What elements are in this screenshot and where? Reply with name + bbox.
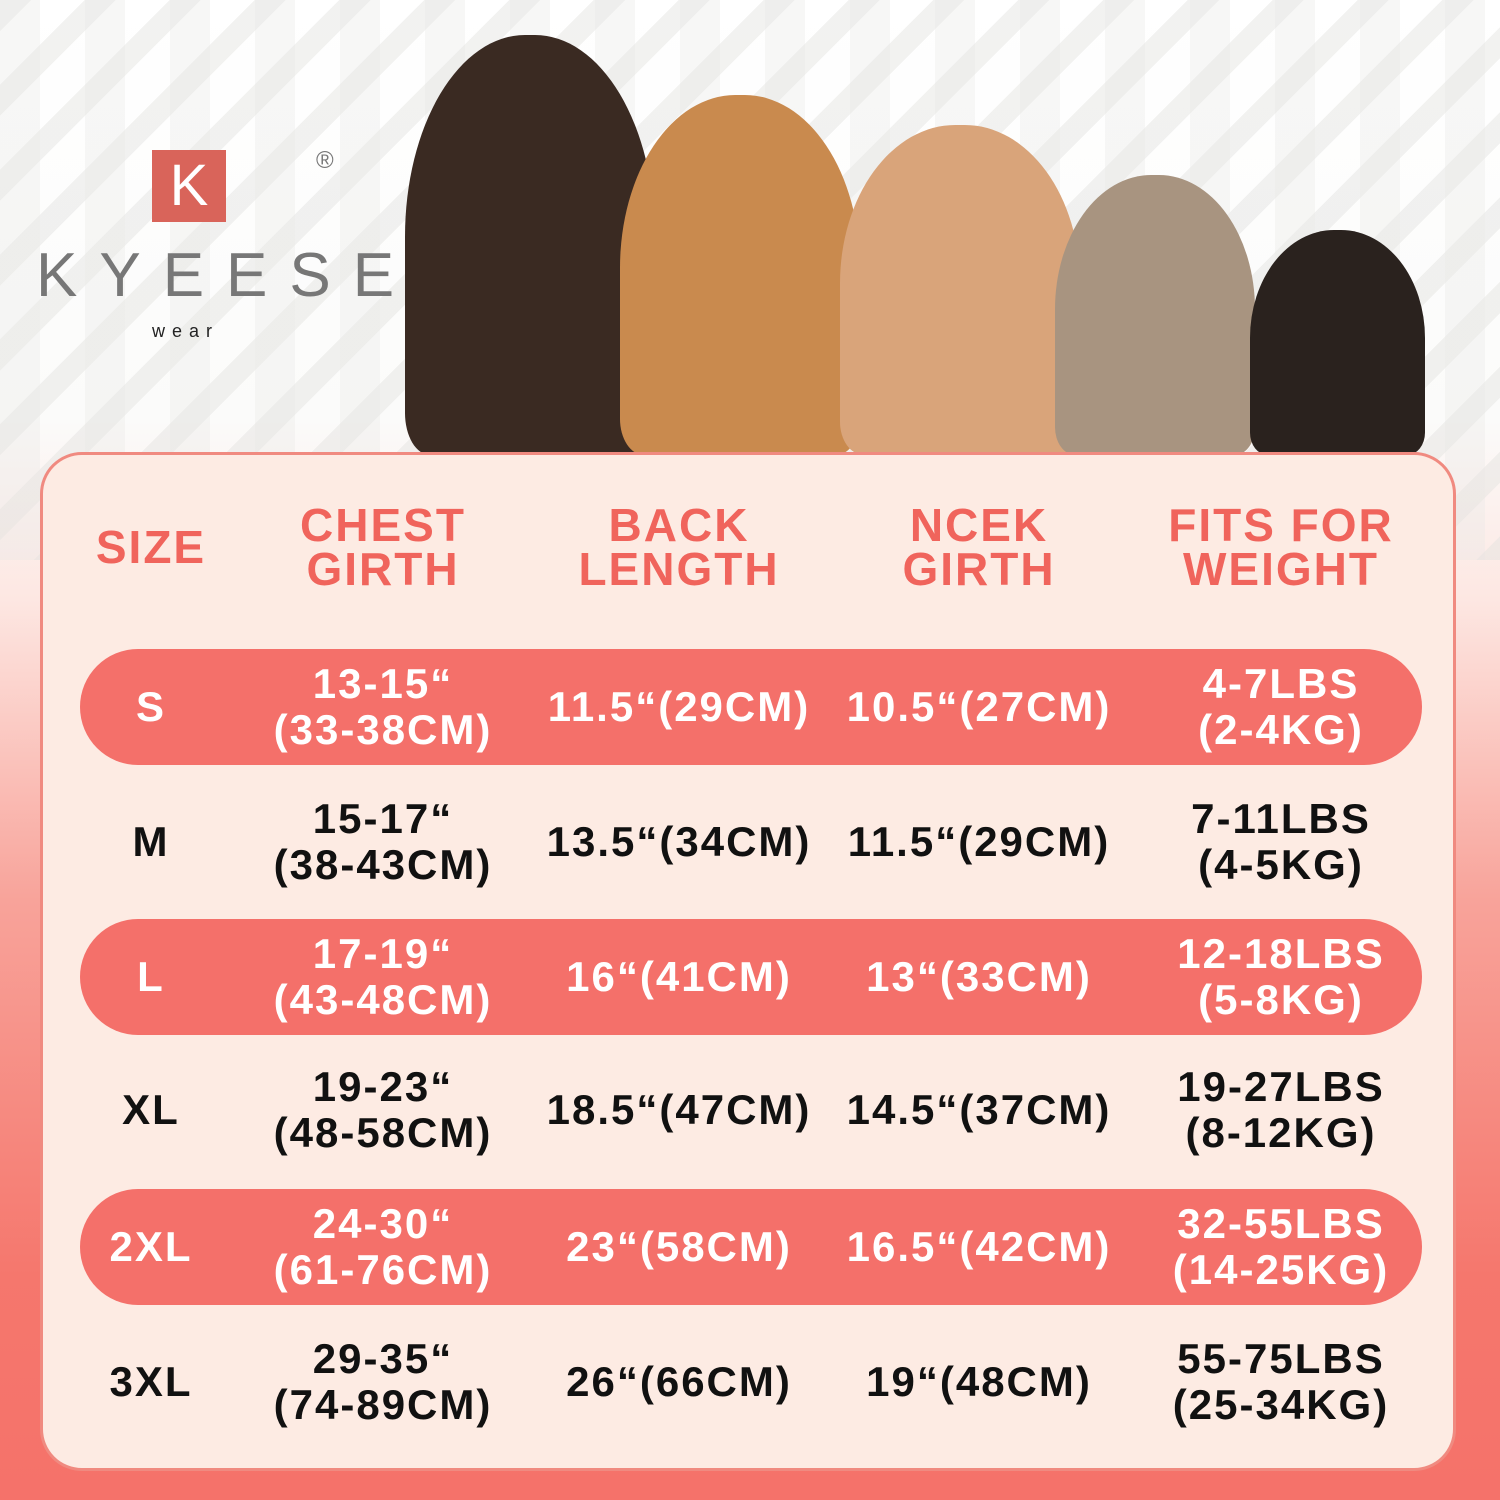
- cell-line: 55-75LBS: [1177, 1335, 1385, 1382]
- cell-back-length: 16“(41CM): [566, 953, 792, 1000]
- header-line: GIRTH: [902, 543, 1056, 595]
- table-row: L 17-19“ (43-48CM) 16“(41CM) 13“(33CM) 12-18L…: [80, 919, 1422, 1035]
- cell-line: (5-8KG): [1198, 976, 1364, 1023]
- cell-neck-girth: 19“(48CM): [866, 1358, 1092, 1405]
- cell-chest-girth: 15-17“ (38-43CM): [274, 796, 493, 888]
- brand-logo: K ® KYEESE wear: [30, 145, 394, 345]
- header-line: GIRTH: [306, 543, 460, 595]
- header-line: LENGTH: [578, 543, 780, 595]
- cell-line: 32-55LBS: [1177, 1200, 1385, 1247]
- cell-chest-girth: 29-35“ (74-89CM): [274, 1336, 493, 1428]
- brand-subtitle: wear: [152, 321, 220, 341]
- header-line: BACK: [608, 499, 750, 551]
- cell-fits-for-weight: 7-11LBS (4-5KG): [1191, 796, 1371, 888]
- cell-back-length: 13.5“(34CM): [546, 818, 812, 865]
- cell-line: (48-58CM): [273, 1109, 493, 1156]
- poodle-image: [840, 125, 1080, 455]
- cell-line: 7-11LBS: [1191, 795, 1371, 842]
- cell-line: (61-76CM): [273, 1246, 493, 1293]
- cell-line: (14-25KG): [1172, 1246, 1390, 1293]
- header-line: FITS FOR: [1168, 499, 1394, 551]
- cell-neck-girth: 13“(33CM): [866, 953, 1092, 1000]
- cell-line: 13-15“: [312, 660, 454, 707]
- brand-name: KYEESE: [36, 241, 417, 310]
- cell-size: 2XL: [109, 1223, 193, 1270]
- cell-neck-girth: 16.5“(42CM): [846, 1223, 1112, 1270]
- cell-line: (8-12KG): [1185, 1109, 1377, 1156]
- cell-neck-girth: 10.5“(27CM): [846, 683, 1112, 730]
- cell-fits-for-weight: 19-27LBS (8-12KG): [1177, 1064, 1384, 1156]
- table-row: XL 19-23“ (48-58CM) 18.5“(47CM) 14.5“(37CM) 1…: [80, 1052, 1422, 1168]
- cell-size: L: [137, 953, 165, 1000]
- header-chest-girth: CHEST GIRTH: [300, 499, 466, 595]
- size-chart-table: SIZE CHEST GIRTH BACK LENGTH NCEK GIRTH FITS FO…: [40, 452, 1456, 1471]
- cell-line: 19-23“: [312, 1063, 454, 1110]
- chihuahua-image: [1250, 230, 1425, 455]
- cell-line: (25-34KG): [1172, 1381, 1390, 1428]
- cell-line: (43-48CM): [273, 976, 493, 1023]
- beagle-image: [620, 95, 860, 455]
- table-row: 3XL 29-35“ (74-89CM) 26“(66CM) 19“(48CM) 55-7…: [80, 1324, 1422, 1440]
- cell-chest-girth: 13-15“ (33-38CM): [274, 661, 493, 753]
- cell-line: 12-18LBS: [1177, 930, 1385, 977]
- cell-chest-girth: 19-23“ (48-58CM): [274, 1064, 493, 1156]
- doberman-image: [405, 35, 655, 455]
- header-line: SIZE: [95, 521, 207, 573]
- cell-line: 15-17“: [312, 795, 454, 842]
- registered-mark: ®: [316, 147, 334, 174]
- header-line: WEIGHT: [1183, 543, 1379, 595]
- cell-back-length: 26“(66CM): [566, 1358, 792, 1405]
- header-back-length: BACK LENGTH: [578, 499, 780, 595]
- cell-line: (4-5KG): [1198, 841, 1364, 888]
- logo-k-mark: K: [152, 150, 226, 222]
- cell-size: 3XL: [109, 1358, 193, 1405]
- cell-fits-for-weight: 55-75LBS (25-34KG): [1173, 1336, 1389, 1428]
- cell-neck-girth: 14.5“(37CM): [846, 1086, 1112, 1133]
- cell-neck-girth: 11.5“(29CM): [847, 818, 1111, 865]
- cell-line: 17-19“: [312, 930, 454, 977]
- cell-line: (74-89CM): [273, 1381, 493, 1428]
- table-row: 2XL 24-30“ (61-76CM) 23“(58CM) 16.5“(42CM) 32…: [80, 1189, 1422, 1305]
- cell-fits-for-weight: 32-55LBS (14-25KG): [1173, 1201, 1389, 1293]
- cell-size: XL: [122, 1086, 180, 1133]
- cell-line: (33-38CM): [273, 706, 493, 753]
- cell-line: 19-27LBS: [1177, 1063, 1385, 1110]
- dogs-photo: [395, 25, 1440, 455]
- cell-line: 29-35“: [312, 1335, 454, 1382]
- header-neck-girth: NCEK GIRTH: [902, 499, 1056, 595]
- cell-line: (2-4KG): [1198, 706, 1364, 753]
- header-fits-for-weight: FITS FOR WEIGHT: [1168, 499, 1394, 595]
- cell-chest-girth: 17-19“ (43-48CM): [274, 931, 493, 1023]
- cell-fits-for-weight: 4-7LBS (2-4KG): [1198, 661, 1364, 753]
- cell-line: (38-43CM): [273, 841, 493, 888]
- cell-back-length: 23“(58CM): [566, 1223, 792, 1270]
- cell-back-length: 18.5“(47CM): [546, 1086, 812, 1133]
- table-row: S 13-15“ (33-38CM) 11.5“(29CM) 10.5“(27CM) 4-…: [80, 649, 1422, 765]
- cell-size: M: [132, 818, 170, 865]
- header-line: CHEST: [300, 499, 466, 551]
- header-line: NCEK: [909, 499, 1049, 551]
- cell-line: 24-30“: [312, 1200, 454, 1247]
- cell-fits-for-weight: 12-18LBS (5-8KG): [1177, 931, 1384, 1023]
- cell-back-length: 11.5“(29CM): [547, 683, 811, 730]
- cell-chest-girth: 24-30“ (61-76CM): [274, 1201, 493, 1293]
- terrier-image: [1055, 175, 1255, 455]
- header-size: SIZE: [95, 521, 207, 573]
- cell-size: S: [135, 683, 167, 730]
- table-row: M 15-17“ (38-43CM) 13.5“(34CM) 11.5“(29CM) 7-…: [80, 784, 1422, 900]
- cell-line: 4-7LBS: [1202, 660, 1360, 707]
